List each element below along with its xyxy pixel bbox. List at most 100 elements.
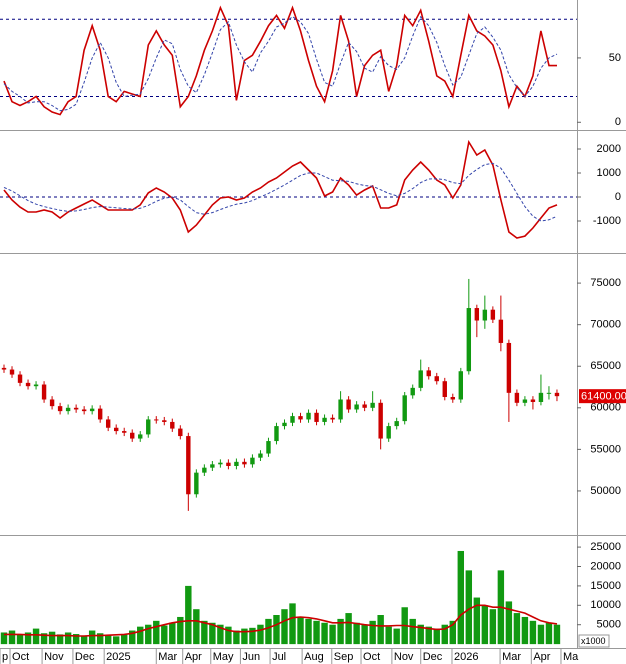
candle-body [498, 319, 504, 343]
volume-bar [169, 622, 176, 645]
y-tick-label: -1000 [593, 215, 621, 227]
candle-body [33, 384, 39, 387]
candle-body [290, 416, 295, 423]
volume-bar [313, 620, 320, 645]
candle-body [89, 408, 95, 412]
candle-body [314, 412, 319, 422]
volume-bar [489, 609, 497, 645]
volume-bar [145, 624, 152, 645]
volume-bar [529, 620, 537, 645]
candle-body [434, 376, 439, 382]
volume-bar [337, 618, 344, 645]
candle-body [202, 467, 207, 473]
unit-label: x1000 [581, 636, 606, 646]
candle-body [178, 428, 183, 437]
x-tick-label: Apr [533, 651, 550, 663]
y-tick-label: 15000 [590, 580, 621, 592]
candle-body [1, 367, 7, 370]
volume-bar [505, 601, 513, 645]
volume-bar [457, 550, 465, 645]
volume-bar [385, 626, 392, 645]
y-tick-label: 50 [609, 52, 621, 64]
x-tick-label: Nov [394, 651, 414, 663]
series-line [3, 139, 558, 239]
candle-body [49, 399, 55, 407]
candle-body [554, 392, 560, 397]
x-tick-label: Aug [304, 651, 324, 663]
candle-body [41, 384, 47, 400]
candle-body [402, 395, 407, 422]
candle-body [25, 382, 31, 387]
x-tick-label: May [213, 651, 234, 663]
volume-bar [88, 630, 96, 645]
y-tick-label: 20000 [590, 560, 621, 572]
candle-body [130, 432, 135, 439]
y-tick-label: 70000 [590, 319, 621, 331]
x-tick-label: 2025 [106, 651, 130, 663]
x-tick-label: 2026 [454, 651, 478, 663]
candle-body [65, 407, 71, 412]
y-tick-label: 0 [615, 191, 621, 203]
candle-body [162, 420, 167, 422]
candle-body [322, 417, 327, 422]
y-tick-label: 50000 [590, 485, 621, 497]
candle-body [514, 392, 520, 403]
volume-bar [48, 631, 56, 645]
panel [0, 139, 577, 239]
candle-body [138, 434, 143, 439]
last-price-label: 61400.00 [581, 391, 626, 403]
volume-bar [217, 624, 224, 645]
volume-bar [225, 626, 232, 645]
volume-bar [545, 622, 553, 645]
candle-body [234, 461, 239, 466]
volume-bar [137, 626, 144, 645]
volume-bar [80, 635, 88, 645]
x-tick-label: Dec [423, 651, 443, 663]
x-tick-label: Sep [334, 651, 354, 663]
candle-body [338, 399, 343, 420]
volume-bar [112, 636, 120, 645]
candle-body [522, 399, 528, 403]
series-line [3, 162, 558, 222]
volume-bar [449, 620, 456, 645]
candle-body [298, 416, 303, 420]
volume-bar [417, 624, 424, 645]
volume-bar [353, 622, 360, 645]
candle-body [546, 392, 552, 394]
y-tick-label: 1000 [597, 167, 621, 179]
y-tick-label: 0 [615, 116, 621, 128]
x-tick-label: Nov [44, 651, 64, 663]
volume-bar [193, 609, 200, 645]
x-tick-label: p [2, 651, 8, 663]
volume-bar [465, 570, 473, 645]
volume-bar [161, 625, 168, 645]
volume-bar [409, 618, 416, 645]
volume-bar [16, 634, 24, 645]
candle-body [17, 374, 23, 383]
volume-bar [377, 615, 384, 645]
volume-bar [369, 620, 376, 645]
volume-bar [129, 630, 136, 645]
volume-bar [64, 632, 72, 645]
volume-bar [321, 622, 328, 645]
volume-bar [425, 626, 432, 645]
unit-box [578, 634, 610, 648]
volume-bar [329, 624, 336, 645]
candle-body [105, 419, 111, 428]
candle-body [226, 462, 231, 466]
candle-body [210, 464, 215, 468]
candle-body [538, 392, 544, 402]
candle-body [378, 402, 383, 439]
y-tick-label: 65000 [590, 360, 621, 372]
candle-body [73, 407, 79, 410]
volume-bar [185, 585, 192, 645]
candle-body [506, 342, 512, 393]
volume-bar [104, 634, 112, 645]
candle-body [482, 309, 488, 321]
x-tick-label: Oct [363, 651, 380, 663]
candle-body [474, 308, 480, 321]
series-line [3, 5, 557, 116]
volume-bar [289, 603, 296, 645]
volume-bar [513, 613, 521, 645]
